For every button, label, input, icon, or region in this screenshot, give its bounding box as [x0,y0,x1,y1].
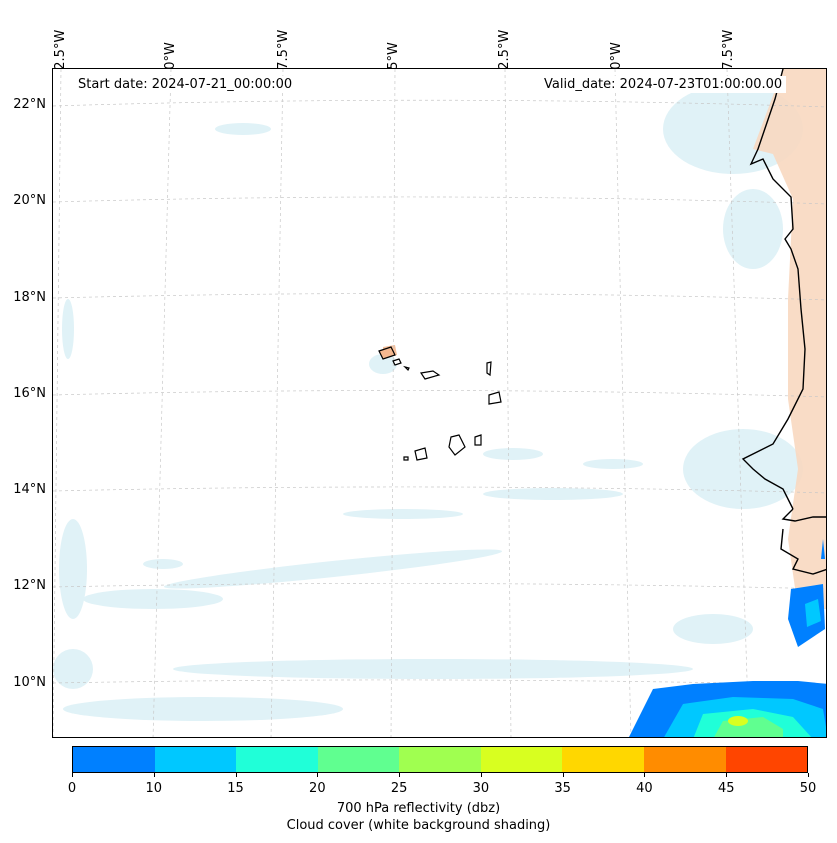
colorbar-tick-label: 10 [145,781,163,796]
coastline [741,69,826,575]
colorbar-tick-label: 0 [67,781,77,796]
colorbar-tick-mark [235,773,237,777]
colorbar-segment [73,747,155,772]
start-date-label: Start date: 2024-07-21_00:00:00 [74,76,297,93]
lat-label-10n: 10°N [13,675,46,690]
colorbar-segment [154,747,237,772]
colorbar-tick-label: 25 [390,781,408,796]
colorbar-tick-label: 40 [636,781,653,796]
map-canvas [53,69,826,737]
cape-verde-islands [378,346,502,461]
graticule [53,69,826,737]
colorbar-segment [643,747,726,772]
colorbar-tick-mark [808,773,809,777]
lat-label-20n: 20°N [13,193,46,208]
colorbar-tick-mark [562,773,564,777]
colorbar-tick-mark [399,773,401,777]
colorbar-tick-label: 50 [799,781,817,796]
reflectivity-blobs [629,539,826,737]
colorbar-tick-label: 45 [717,781,735,796]
map-panel [52,68,827,738]
cloud-cover-shading [53,84,803,721]
colorbar-segment [236,747,318,772]
colorbar-tick-mark [726,773,728,777]
colorbar-tick-label: 15 [227,781,244,796]
lat-label-16n: 16°N [13,386,46,401]
colorbar-tick-mark [72,773,73,777]
lat-label-18n: 18°N [13,290,46,305]
lat-label-14n: 14°N [13,482,46,497]
colorbar-tick-mark [644,773,646,777]
colorbar-tick-mark [317,773,319,777]
colorbar-label-reflectivity: 700 hPa reflectivity (dbz) [336,801,501,816]
lat-label-12n: 12°N [13,578,46,593]
colorbar-tick-label: 35 [554,781,571,796]
colorbar-segment [399,747,481,772]
colorbar [72,746,808,773]
land-shading [383,69,826,609]
lat-label-22n: 22°N [13,97,46,112]
colorbar-tick-mark [480,773,482,777]
colorbar-tick-label: 20 [309,781,326,796]
colorbar-segment [562,747,644,772]
colorbar-label-cloud-cover: Cloud cover (white background shading) [286,818,551,833]
colorbar-tick-mark [153,773,155,777]
colorbar-segment [317,747,400,772]
colorbar-tick-label: 30 [472,781,490,796]
colorbar-segment [480,747,563,772]
valid-date-label: Valid_date: 2024-07-23T01:00:00.00 [540,76,787,93]
colorbar-segment [725,747,808,772]
